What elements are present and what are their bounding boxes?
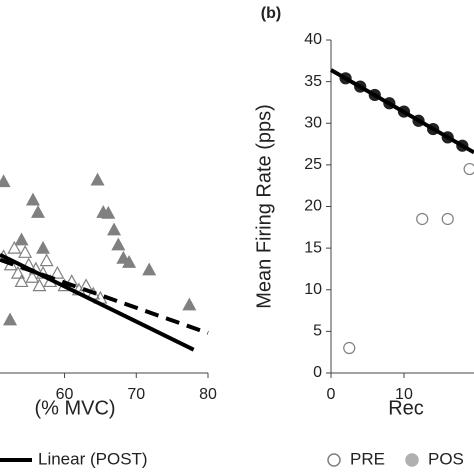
y-tick-label: 25 [304, 156, 322, 173]
triangle-point [36, 240, 51, 254]
x-axis-title: Rec [388, 397, 424, 419]
triangle-point [0, 174, 11, 188]
y-tick-label: 15 [304, 239, 322, 256]
triangle-point [111, 237, 126, 251]
fit-line [0, 257, 209, 335]
y-tick-label: 10 [304, 281, 322, 298]
fit-line [330, 68, 474, 155]
x-tick-label: 60 [56, 386, 74, 403]
triangle-point [10, 265, 25, 279]
x-axis-title: (% MVC) [34, 397, 115, 419]
y-tick-label: 35 [304, 73, 322, 90]
triangle-point [14, 274, 29, 288]
circle-point [463, 162, 474, 176]
triangle-point [101, 205, 116, 219]
y-axis-title: Mean Firing Rate (pps) [253, 104, 275, 309]
triangle-point [39, 253, 54, 267]
legend-label: POS [428, 449, 464, 468]
legend-label: Linear (POST) [38, 449, 148, 468]
x-tick-label: 80 [199, 386, 217, 403]
triangle-point [90, 172, 105, 186]
triangle-point [3, 312, 18, 326]
panel-label: (b) [261, 5, 281, 22]
y-tick-label: 30 [304, 114, 322, 131]
y-tick-label: 0 [313, 364, 322, 381]
triangle-point [18, 245, 33, 258]
triangle-point [31, 205, 46, 218]
triangle-point [7, 240, 22, 254]
triangle-point [50, 265, 65, 279]
legend-marker [405, 453, 419, 467]
x-tick-label: 70 [127, 386, 145, 403]
triangle-point [182, 297, 197, 311]
circle-point [441, 212, 454, 226]
triangle-point [122, 255, 137, 268]
circle-point [416, 212, 429, 226]
triangle-point [107, 222, 122, 236]
triangle-point [142, 262, 157, 276]
triangle-point [32, 278, 47, 292]
y-tick-label: 5 [313, 323, 322, 340]
y-tick-label: 20 [304, 198, 322, 215]
x-tick-label: 0 [327, 386, 336, 403]
circle-point [343, 341, 356, 355]
triangle-point [25, 270, 40, 283]
x-tick-label: 10 [395, 386, 413, 403]
triangle-point [14, 232, 29, 246]
fit-line [0, 252, 195, 352]
triangle-point [25, 192, 41, 206]
y-tick-label: 40 [304, 31, 322, 48]
legend-marker [327, 453, 341, 467]
legend-label: PRE [350, 449, 385, 468]
